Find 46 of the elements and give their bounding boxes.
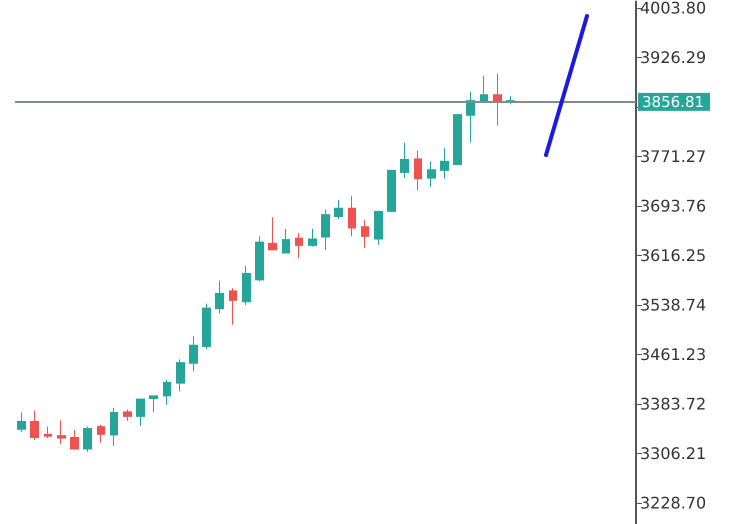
y-tick-label: 3771.27 [640,147,706,166]
candlestick [136,398,145,426]
candlestick [57,420,66,444]
y-tick-label: 3461.23 [640,345,706,364]
y-tick-label: 3693.76 [640,196,706,216]
candlestick [414,150,422,191]
y-tick-label: 3616.25 [640,246,706,266]
candlestick [308,228,317,248]
y-tick-label: 3538.74 [640,296,706,315]
candlestick [295,232,303,259]
candlestick [97,424,105,444]
candlestick [202,303,211,350]
y-tick-label: 3228.70 [640,494,706,513]
ref-line-label: 3856.81 [642,92,704,111]
y-tick-label: 3926.29 [640,48,706,68]
candlestick [400,142,409,179]
candlestick [440,147,449,180]
candlestick [282,228,290,254]
candlestick [176,358,185,392]
candlestick [387,169,396,213]
candlestick [44,426,52,439]
candlestick [70,429,79,450]
candlestick [242,265,251,306]
candlestick [255,236,264,282]
y-tick-label: 4003.80 [640,0,706,18]
y-tick-label: 3383.72 [640,394,706,414]
candlestick [229,288,237,326]
candlestick [268,216,277,250]
candlestick [149,395,158,412]
y-tick-label: 3306.21 [640,444,706,464]
candlestick [83,426,92,452]
candlestick [427,160,436,188]
candlestick [334,199,343,220]
candlestick [163,379,171,406]
candlestick [123,408,132,422]
candlestick [374,210,383,246]
candlestick [215,280,224,314]
candlestick [348,196,356,237]
candlestick [17,412,26,432]
candlestick [493,73,502,126]
candlestick [361,219,369,248]
candlestick [110,408,118,446]
candlestick [321,208,330,250]
candlestick [189,336,198,372]
candlestick [30,410,39,441]
candlestick [453,114,462,166]
